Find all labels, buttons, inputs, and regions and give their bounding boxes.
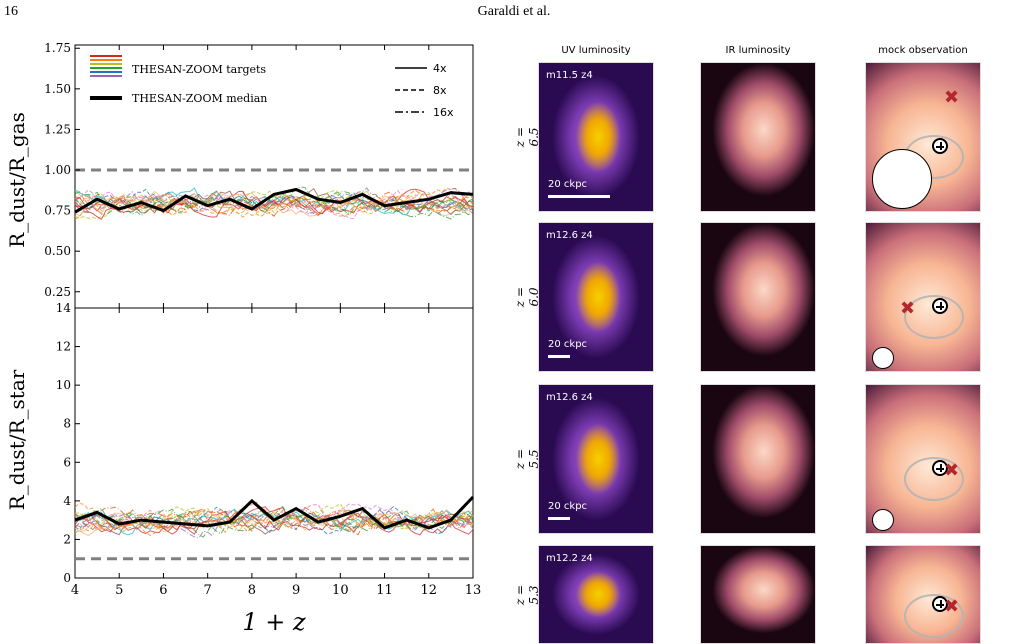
ir-panel (700, 62, 816, 212)
xtick-label: 6 (159, 583, 167, 598)
uv-panel: m11.5 z4 20 ckpc (538, 62, 654, 212)
halo-label: m12.6 z4 (546, 230, 593, 241)
contour-line (904, 295, 964, 339)
xtick-label: 11 (376, 583, 393, 598)
cross-marker-icon: ✖ (900, 298, 916, 319)
row-redshift-label: z = 6.0 (513, 286, 541, 308)
legend-res-16x: 16x (433, 106, 454, 119)
plus-marker-icon (932, 595, 948, 612)
top-ytick-label: 1.25 (44, 122, 71, 136)
row-redshift-label: z = 5.3 (513, 584, 541, 605)
page-number: 16 (4, 4, 18, 19)
top-panel-frame (74, 44, 474, 309)
mock-panel: ✖ (865, 384, 981, 534)
ir-panel (700, 222, 816, 372)
halo-label: m12.2 z4 (546, 553, 593, 564)
beam-circle-icon (872, 149, 932, 209)
col-title-uv: UV luminosity (561, 45, 631, 56)
bottom-target-line (74, 505, 474, 535)
top-target-line (74, 186, 474, 216)
top-ytick-label: 0.25 (44, 285, 71, 299)
top-target-line (74, 188, 474, 215)
top-target-line (74, 189, 474, 215)
ir-panel (700, 384, 816, 534)
top-ytick-label: 1.50 (44, 82, 71, 96)
uv-panel: m12.2 z4 (538, 545, 654, 644)
xtick-label: 9 (292, 583, 300, 598)
halo-label: m12.6 z4 (546, 392, 593, 403)
bottom-ytick-label: 10 (56, 378, 71, 392)
bottom-target-line (74, 509, 474, 533)
x-axis-label: 1 + z (242, 608, 306, 636)
top-ytick-label: 1.75 (44, 41, 71, 55)
row-redshift-label: z = 5.5 (513, 448, 541, 470)
legend-targets-label: THESAN-ZOOM targets (132, 63, 266, 76)
col-title-mock: mock observation (878, 45, 968, 56)
scale-bar (548, 355, 570, 358)
mock-panel: ✖ (865, 545, 981, 644)
top-ytick-label: 0.75 (44, 204, 71, 218)
bottom-ytick-label: 8 (63, 417, 71, 431)
cross-marker-icon: ✖ (944, 460, 960, 481)
contour-line (904, 457, 964, 501)
uv-panel: m12.6 z4 20 ckpc (538, 384, 654, 534)
xtick-label: 12 (421, 583, 438, 598)
bottom-target-line (74, 503, 474, 529)
top-ytick-label: 0.50 (44, 244, 71, 258)
xtick-label: 4 (71, 583, 79, 598)
col-title-ir: IR luminosity (725, 45, 791, 56)
mock-panel: ✖ (865, 62, 981, 212)
beam-circle-icon (872, 347, 894, 369)
legend: THESAN-ZOOM targets THESAN-ZOOM median 4… (90, 55, 454, 119)
scale-bar-label: 20 ckpc (548, 501, 588, 512)
ir-panel (700, 545, 816, 644)
plus-marker-icon (932, 138, 948, 154)
scale-bar-label: 20 ckpc (548, 179, 588, 190)
bottom-ytick-label: 12 (56, 340, 71, 354)
bottom-ytick-label: 6 (63, 455, 71, 469)
bottom-target-line (74, 507, 474, 532)
legend-res-8x: 8x (433, 84, 447, 97)
top-ytick-label: 1.00 (44, 163, 71, 177)
top-y-axis-label: R_dust/R_gas (5, 112, 29, 248)
bottom-ytick-label: 4 (63, 494, 71, 508)
legend-res-4x: 4x (433, 62, 447, 75)
cross-marker-icon: ✖ (944, 595, 960, 617)
top-target-line (74, 187, 474, 214)
contour-line (904, 593, 964, 638)
mock-panel: ✖ (865, 222, 981, 372)
scale-bar (548, 195, 610, 198)
running-header-author: Garaldi et al. (477, 4, 551, 19)
bottom-ytick-label: 0 (63, 571, 71, 585)
bottom-target-line (74, 503, 474, 533)
bottom-y-axis-label: R_dust/R_star (5, 369, 29, 510)
bottom-panel-frame (74, 307, 474, 579)
halo-label: m11.5 z4 (546, 70, 593, 81)
xtick-label: 10 (332, 583, 349, 598)
xtick-label: 8 (248, 583, 256, 598)
cross-marker-icon: ✖ (944, 87, 960, 108)
xtick-label: 5 (115, 583, 123, 598)
scale-bar-label: 20 ckpc (548, 339, 588, 350)
legend-median-label: THESAN-ZOOM median (132, 92, 267, 105)
scale-bar (548, 517, 570, 520)
bottom-ytick-label: 2 (63, 532, 71, 546)
row-redshift-label: z = 6.5 (513, 126, 541, 148)
xtick-label: 13 (465, 583, 482, 598)
top-target-line (74, 190, 474, 217)
top-target-line (74, 192, 474, 217)
uv-panel: m12.6 z4 20 ckpc (538, 222, 654, 372)
top-target-line (75, 190, 474, 221)
plus-marker-icon (932, 460, 948, 476)
xtick-label: 7 (204, 583, 212, 598)
beam-circle-icon (872, 509, 894, 531)
plus-marker-icon (932, 298, 948, 314)
bottom-ytick-label: 14 (56, 301, 72, 315)
